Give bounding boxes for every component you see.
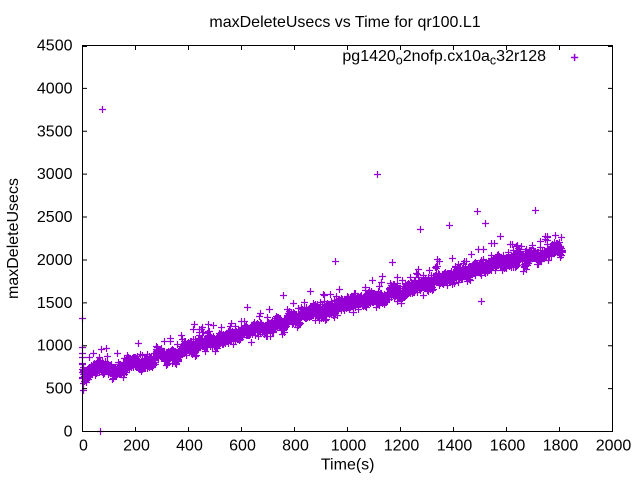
svg-text:0: 0 bbox=[79, 438, 88, 455]
svg-text:1800: 1800 bbox=[543, 438, 579, 455]
svg-text:4500: 4500 bbox=[37, 38, 73, 55]
svg-text:200: 200 bbox=[123, 438, 150, 455]
svg-text:1000: 1000 bbox=[331, 438, 367, 455]
svg-text:1500: 1500 bbox=[37, 295, 73, 312]
svg-text:500: 500 bbox=[46, 381, 73, 398]
svg-text:2000: 2000 bbox=[596, 438, 632, 455]
svg-text:1000: 1000 bbox=[37, 338, 73, 355]
svg-text:400: 400 bbox=[176, 438, 203, 455]
svg-text:3500: 3500 bbox=[37, 123, 73, 140]
svg-text:3000: 3000 bbox=[37, 166, 73, 183]
svg-text:1600: 1600 bbox=[490, 438, 526, 455]
svg-text:Time(s): Time(s) bbox=[321, 457, 375, 474]
svg-text:600: 600 bbox=[229, 438, 256, 455]
svg-text:4000: 4000 bbox=[37, 80, 73, 97]
svg-text:0: 0 bbox=[64, 424, 73, 441]
svg-text:800: 800 bbox=[282, 438, 309, 455]
svg-text:2000: 2000 bbox=[37, 252, 73, 269]
svg-text:pg1420o2nofp.cx10ac32r128: pg1420o2nofp.cx10ac32r128 bbox=[342, 48, 546, 68]
svg-text:maxDeleteUsecs vs Time for qr1: maxDeleteUsecs vs Time for qr100.L1 bbox=[209, 14, 480, 31]
svg-text:maxDeleteUsecs: maxDeleteUsecs bbox=[5, 178, 22, 299]
svg-text:1200: 1200 bbox=[384, 438, 420, 455]
svg-text:2500: 2500 bbox=[37, 209, 73, 226]
svg-text:1400: 1400 bbox=[437, 438, 473, 455]
